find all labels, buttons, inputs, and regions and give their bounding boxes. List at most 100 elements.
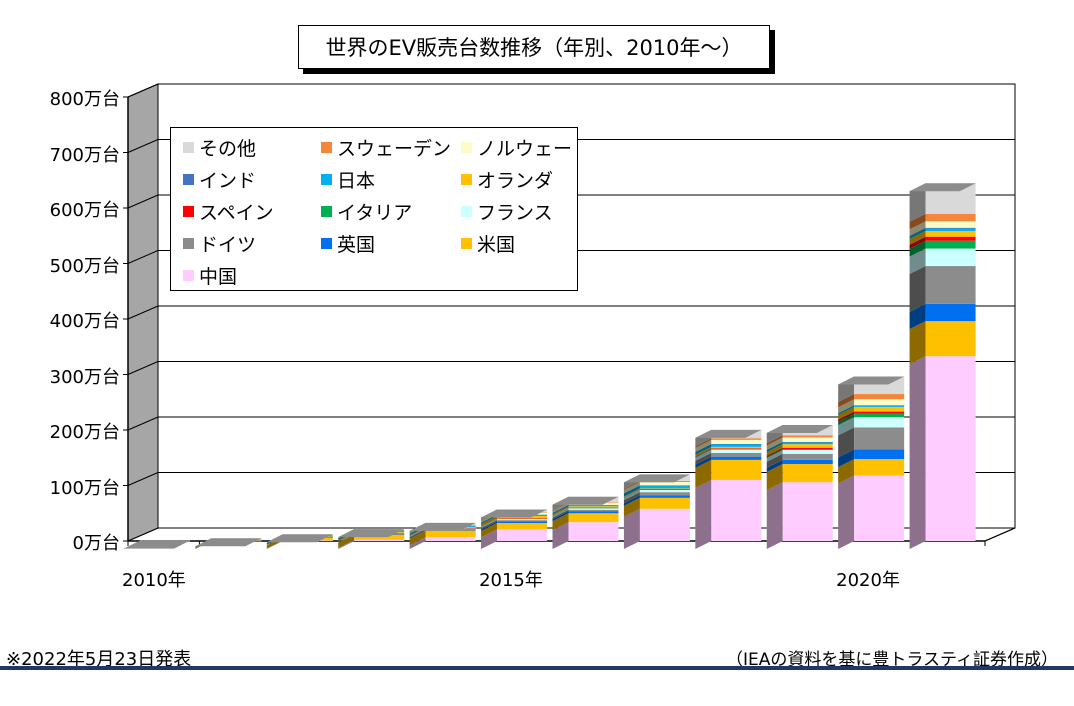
legend-item: ノルウェー bbox=[461, 134, 572, 161]
legend-label: 米国 bbox=[477, 234, 516, 256]
bar-segment-side bbox=[409, 528, 426, 538]
bar-segment bbox=[711, 438, 762, 440]
bar-segment-side bbox=[695, 479, 712, 549]
bar-segment bbox=[925, 228, 976, 231]
bar-segment-side bbox=[409, 529, 426, 539]
bar-segment bbox=[711, 443, 762, 445]
legend-label: 日本 bbox=[337, 170, 376, 192]
legend-swatch bbox=[461, 142, 472, 153]
bar-segment bbox=[711, 459, 762, 480]
legend-swatch bbox=[321, 206, 332, 217]
bar-segment bbox=[925, 356, 976, 541]
bar-segment-side bbox=[695, 443, 712, 452]
legend-item: 英国 bbox=[321, 230, 375, 257]
bar-segment-side bbox=[623, 508, 640, 549]
bar-segment bbox=[782, 441, 833, 445]
chart-bars bbox=[124, 183, 976, 549]
bar-segment-side bbox=[838, 413, 855, 426]
bar-segment bbox=[711, 443, 762, 447]
legend-item: オランダ bbox=[461, 166, 553, 193]
legend-label: ノルウェー bbox=[477, 138, 573, 160]
bar-segment-side bbox=[623, 497, 640, 517]
bar-segment-side bbox=[838, 411, 855, 422]
bar-segment bbox=[854, 413, 905, 418]
bar-segment-side bbox=[909, 240, 926, 257]
bar-segment-side bbox=[838, 475, 855, 549]
bar-segment-side bbox=[481, 518, 498, 527]
legend-label: スペイン bbox=[199, 202, 274, 224]
legend-item: ドイツ bbox=[183, 230, 256, 257]
bar-segment bbox=[497, 523, 548, 530]
bar-segment-side bbox=[481, 518, 498, 529]
bar-segment-side bbox=[838, 449, 855, 468]
y-tick-label: 200万台 bbox=[49, 422, 120, 443]
bar-segment bbox=[854, 411, 905, 414]
bar-segment bbox=[925, 248, 976, 267]
legend-swatch bbox=[461, 206, 472, 217]
bar-segment-side bbox=[766, 441, 783, 453]
bar-segment bbox=[639, 485, 690, 486]
chart-title: 世界のEV販売台数推移（年別、2010年～） bbox=[298, 25, 770, 69]
bar-segment-side bbox=[409, 537, 426, 549]
bar-segment-side bbox=[623, 495, 640, 506]
bar-segment bbox=[711, 452, 762, 457]
bar-segment-side bbox=[766, 435, 783, 446]
legend-item: 中国 bbox=[183, 262, 237, 289]
bar-segment-side bbox=[623, 485, 640, 497]
bar-segment-side bbox=[695, 456, 712, 468]
bar-segment bbox=[568, 511, 619, 514]
bar-segment bbox=[354, 534, 405, 540]
legend-label: イタリア bbox=[337, 202, 413, 224]
bar-top bbox=[838, 376, 905, 385]
bar-segment bbox=[925, 230, 976, 237]
bar-segment bbox=[782, 437, 833, 442]
legend-label: フランス bbox=[477, 202, 553, 224]
legend-swatch bbox=[183, 142, 194, 153]
bar-segment-side bbox=[909, 248, 926, 275]
gridline-side bbox=[127, 416, 159, 431]
bar-segment bbox=[639, 492, 690, 496]
bar-segment-side bbox=[695, 446, 712, 457]
bar-segment bbox=[639, 481, 690, 486]
legend-swatch bbox=[321, 238, 332, 249]
bar-segment bbox=[925, 213, 976, 222]
bar-segment-side bbox=[552, 504, 569, 515]
bar-segment bbox=[354, 539, 405, 541]
bar-segment-side bbox=[909, 221, 926, 236]
bar-segment-side bbox=[766, 444, 783, 456]
legend-swatch bbox=[183, 206, 194, 217]
bar-segment bbox=[639, 489, 690, 493]
bar-segment-side bbox=[838, 427, 855, 458]
bar-segment bbox=[639, 485, 690, 489]
bar-segment bbox=[711, 456, 762, 460]
bar-segment bbox=[711, 446, 762, 449]
bar-segment bbox=[568, 506, 619, 508]
bar-segment-side bbox=[838, 459, 855, 484]
bar-segment bbox=[497, 529, 548, 541]
bar-top bbox=[338, 529, 405, 538]
bar-segment-side bbox=[481, 518, 498, 527]
bar-segment-side bbox=[481, 515, 498, 527]
bar-segment bbox=[854, 449, 905, 460]
bar-segment bbox=[568, 522, 619, 541]
bar-segment-side bbox=[695, 448, 712, 458]
bar-segment bbox=[497, 521, 548, 524]
legend-label: スウェーデン bbox=[337, 138, 452, 160]
bar-segment-side bbox=[409, 530, 426, 546]
legend-label: 中国 bbox=[199, 266, 238, 288]
bar-segment-side bbox=[766, 441, 783, 450]
bar-segment-side bbox=[695, 449, 712, 461]
bar-segment-side bbox=[838, 394, 855, 408]
bar-segment bbox=[854, 459, 905, 476]
bar-segment-side bbox=[766, 437, 783, 450]
bar-segment bbox=[854, 427, 905, 450]
bar-segment-side bbox=[481, 520, 498, 530]
bar-segment-side bbox=[552, 506, 569, 516]
bar-segment-side bbox=[623, 492, 640, 504]
bar-segment bbox=[639, 508, 690, 541]
bar-segment-side bbox=[695, 443, 712, 455]
bar-segment bbox=[711, 479, 762, 541]
bar-segment-side bbox=[909, 356, 926, 549]
bar-segment-side bbox=[623, 488, 640, 498]
